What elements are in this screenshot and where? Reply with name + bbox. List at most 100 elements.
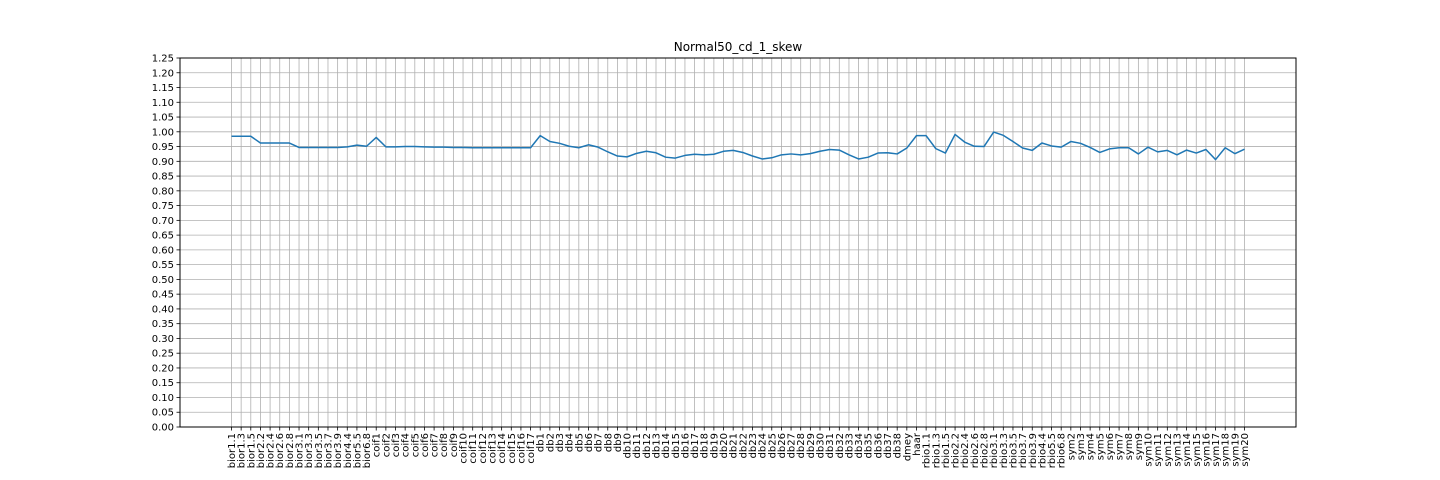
- x-tick-label: coif11: [468, 433, 479, 464]
- x-tick-label: bior6.8: [362, 433, 373, 468]
- x-tick-label: db5: [574, 433, 585, 452]
- plot-frame: [179, 57, 1297, 428]
- x-tick-label: sym11: [1153, 433, 1164, 467]
- x-tick-label: haar: [912, 432, 923, 456]
- x-tick-label: coif5: [410, 433, 421, 457]
- x-tick-label: db28: [796, 433, 807, 458]
- x-tick-label: db23: [748, 433, 759, 458]
- x-tick-label: db20: [719, 433, 730, 458]
- x-tick-label: rbio2.8: [980, 433, 991, 468]
- x-tick-label: sym6: [1105, 433, 1116, 460]
- x-tick-label: coif14: [497, 433, 508, 464]
- y-tick-label: 1.25: [152, 54, 174, 65]
- y-tick-label: 0.35: [152, 319, 174, 330]
- y-tick-label: 0.95: [152, 142, 174, 153]
- x-tick-label: db33: [844, 433, 855, 458]
- y-tick-label: 0.15: [152, 378, 174, 389]
- y-tick-label: 0.65: [152, 231, 174, 242]
- y-tick-label: 0.10: [152, 393, 174, 404]
- x-tick-label: rbio3.5: [1008, 433, 1019, 468]
- x-tick-label: db10: [623, 433, 634, 458]
- x-tick-label: bior1.5: [246, 433, 257, 468]
- x-tick-label: sym17: [1211, 433, 1222, 467]
- x-tick-label: db16: [680, 433, 691, 458]
- x-tick-label: sym16: [1201, 433, 1212, 467]
- y-tick-label: 0.70: [152, 216, 174, 227]
- x-tick-label: bior3.7: [323, 433, 334, 468]
- y-tick-label: 1.15: [152, 83, 174, 94]
- x-tick-label: db9: [613, 433, 624, 452]
- x-tick-label: bior1.3: [237, 433, 248, 468]
- x-tick-label: db35: [864, 433, 875, 458]
- y-tick-label: 0.60: [152, 245, 174, 256]
- x-tick-label: rbio2.2: [951, 433, 962, 468]
- x-tick-label: sym10: [1144, 433, 1155, 467]
- x-tick-label: db38: [893, 433, 904, 458]
- y-tick-label: 0.40: [152, 304, 174, 315]
- x-tick-label: coif3: [391, 433, 402, 457]
- x-tick-label: db8: [603, 433, 614, 452]
- x-tick-label: coif10: [459, 433, 470, 464]
- series-line: [231, 131, 1245, 161]
- x-tick-label: bior2.2: [256, 433, 267, 468]
- x-tick-label: rbio4.4: [1037, 433, 1048, 468]
- x-tick-label: rbio3.3: [999, 433, 1010, 468]
- y-tick-label: 1.10: [152, 98, 174, 109]
- x-tick-label: db11: [632, 433, 643, 458]
- x-tick-label: db25: [767, 433, 778, 458]
- x-tick-label: sym12: [1163, 433, 1174, 467]
- x-tick-label: sym13: [1172, 433, 1183, 467]
- x-tick-label: db17: [690, 433, 701, 458]
- y-tick-label: 0.85: [152, 172, 174, 183]
- x-tick-label: db29: [806, 433, 817, 458]
- x-tick-label: db26: [777, 433, 788, 458]
- grid-lines: [180, 57, 1296, 428]
- x-tick-label: sym3: [1076, 433, 1087, 460]
- x-tick-label: db31: [825, 433, 836, 458]
- x-tick-label: db32: [835, 433, 846, 458]
- x-tick-label: db34: [854, 433, 865, 458]
- series-layer: [231, 131, 1245, 161]
- y-tick-label: 0.90: [152, 157, 174, 168]
- x-tick-label: sym20: [1240, 433, 1251, 467]
- x-tick-label: dmey: [902, 433, 913, 461]
- x-tick-label: sym14: [1182, 433, 1193, 467]
- x-tick-label: sym2: [1066, 433, 1077, 460]
- x-tick-label: db21: [729, 433, 740, 458]
- x-tick-label: db27: [787, 433, 798, 458]
- x-tick-label: sym7: [1115, 433, 1126, 460]
- y-tick-label: 0.30: [152, 334, 174, 345]
- y-tick-label: 1.05: [152, 113, 174, 124]
- x-tick-label: db19: [709, 433, 720, 458]
- y-tick-label: 0.75: [152, 201, 174, 212]
- x-tick-label: db37: [883, 433, 894, 458]
- x-tick-label: db24: [758, 433, 769, 458]
- x-tick-label: coif7: [430, 433, 441, 457]
- x-tick-label: bior2.8: [285, 433, 296, 468]
- x-tick-label: bior3.5: [314, 433, 325, 468]
- x-tick-label: db22: [738, 433, 749, 458]
- x-tick-label: db4: [565, 433, 576, 452]
- x-tick-label: sym8: [1124, 433, 1135, 460]
- x-tick-label: sym19: [1230, 433, 1241, 467]
- x-tick-label: sym4: [1086, 433, 1097, 460]
- y-tick-label: 0.00: [152, 423, 174, 434]
- x-tick-label: db14: [661, 433, 672, 458]
- y-tick-label: 0.05: [152, 408, 174, 419]
- x-tick-label: sym9: [1134, 433, 1145, 460]
- x-tick-label: rbio1.1: [922, 433, 933, 468]
- y-tick-label: 1.20: [152, 68, 174, 79]
- x-tick-label: rbio3.9: [1028, 433, 1039, 468]
- y-tick-label: 0.55: [152, 260, 174, 271]
- x-tick-label: bior1.1: [227, 433, 238, 468]
- x-tick-label: db12: [642, 433, 653, 458]
- y-tick-label: 0.80: [152, 186, 174, 197]
- y-tick-label: 0.20: [152, 363, 174, 374]
- x-tick-label: bior3.9: [333, 433, 344, 468]
- x-tick-label: db2: [545, 433, 556, 452]
- x-tick-label: sym15: [1192, 433, 1203, 467]
- x-axis-ticks: bior1.1bior1.3bior1.5bior2.2bior2.4bior2…: [227, 427, 1251, 468]
- x-tick-label: db6: [584, 433, 595, 452]
- x-tick-label: rbio5.5: [1047, 433, 1058, 468]
- x-tick-label: coif9: [449, 433, 460, 457]
